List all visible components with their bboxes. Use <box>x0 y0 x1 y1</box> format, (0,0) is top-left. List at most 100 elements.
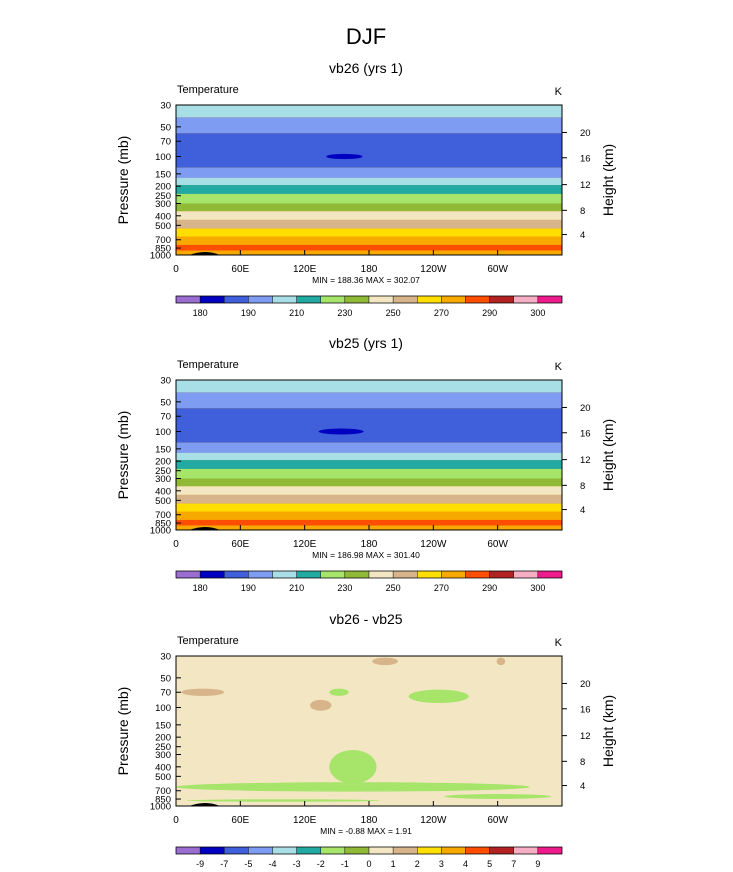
panel-1: vb26 (yrs 1)Temperature K3050701001502002… <box>115 60 616 318</box>
colorbar-label: 270 <box>434 308 449 318</box>
x-tick-label: 60E <box>231 264 249 275</box>
colorbar-label: 230 <box>337 308 352 318</box>
y-tick-label: 1000 <box>150 251 171 262</box>
contour-band <box>176 244 562 251</box>
colorbar-label: 210 <box>289 308 304 318</box>
orography <box>189 803 220 806</box>
colorbar-swatch <box>248 295 273 304</box>
colorbar-label: 270 <box>434 583 449 593</box>
contour-region <box>175 782 530 792</box>
colorbar-label: 250 <box>386 308 401 318</box>
colorbar-swatch <box>513 295 539 304</box>
left-string: Temperature <box>177 359 239 371</box>
y-axis-label: Pressure (mb) <box>115 136 131 225</box>
colorbar-swatch <box>537 570 563 579</box>
y-tick-label: 1000 <box>150 802 171 813</box>
contour-band <box>176 236 562 245</box>
contour-region <box>326 153 363 160</box>
height-tick-label: 20 <box>580 403 591 414</box>
contour-region <box>408 689 469 704</box>
y-tick-label: 700 <box>155 786 171 797</box>
contour-band <box>176 133 562 168</box>
colorbar-swatch <box>465 846 490 855</box>
contour-band <box>176 117 562 134</box>
orography <box>189 527 220 530</box>
left-string: Temperature <box>177 635 239 647</box>
colorbar-swatch <box>320 846 346 855</box>
x-tick-label: 120W <box>420 815 447 826</box>
colorbar-frame <box>175 846 563 855</box>
colorbar-label: 2 <box>415 859 420 869</box>
colorbar-label: 3 <box>439 859 444 869</box>
colorbar-swatch <box>199 295 225 304</box>
colorbar-swatch <box>417 570 442 579</box>
colorbar-swatch <box>296 846 321 855</box>
colorbar-swatch <box>392 295 418 304</box>
y-tick-label: 700 <box>155 510 171 521</box>
colorbar-swatch <box>417 295 442 304</box>
y-tick-label: 300 <box>155 199 171 210</box>
colorbar-label: 7 <box>511 859 516 869</box>
colorbar-label: -3 <box>293 859 301 869</box>
colorbar-label: 290 <box>482 308 497 318</box>
colorbar-swatch <box>489 846 514 855</box>
contour-band <box>176 478 562 487</box>
contour-band <box>176 460 562 469</box>
colorbar-swatch <box>224 295 249 304</box>
left-string: Temperature <box>177 84 239 96</box>
y-tick-label: 400 <box>155 762 171 773</box>
x-tick-label: 120E <box>293 264 317 275</box>
contour-band <box>176 203 562 212</box>
y-axis-right-label: Height (km) <box>600 695 616 767</box>
y-tick-label: 300 <box>155 750 171 761</box>
height-tick-label: 16 <box>580 428 591 439</box>
colorbar-label: 300 <box>530 583 545 593</box>
y-tick-label: 500 <box>155 221 171 232</box>
x-tick-label: 120W <box>420 539 447 550</box>
colorbar-label: 290 <box>482 583 497 593</box>
x-tick-label: 60W <box>487 264 508 275</box>
contour-band <box>176 167 562 178</box>
panel-title: vb25 (yrs 1) <box>329 335 403 351</box>
stats-text: MIN = -0.88 MAX = 1.91 <box>320 826 412 836</box>
contour-region <box>329 749 377 784</box>
colorbar-label: 190 <box>241 308 256 318</box>
x-tick-label: 60W <box>487 539 508 550</box>
colorbar-swatch <box>441 846 466 855</box>
height-tick-label: 4 <box>580 230 585 241</box>
height-tick-label: 12 <box>580 731 591 742</box>
colorbar-swatch <box>344 295 370 304</box>
x-tick-label: 0 <box>173 264 179 275</box>
y-tick-label: 400 <box>155 486 171 497</box>
y-tick-label: 500 <box>155 496 171 507</box>
colorbar-label: -7 <box>220 859 228 869</box>
contour-band <box>176 519 562 526</box>
contour-region <box>329 688 349 696</box>
y-tick-label: 70 <box>160 412 171 423</box>
colorbar-label: 210 <box>289 583 304 593</box>
height-tick-label: 8 <box>580 206 585 217</box>
orography <box>189 252 220 255</box>
colorbar-swatch <box>513 846 539 855</box>
colorbar-swatch <box>175 295 201 304</box>
contour-region <box>496 657 506 666</box>
contour-band <box>176 219 562 229</box>
colorbar-swatch <box>272 570 297 579</box>
y-tick-label: 100 <box>155 427 171 438</box>
y-tick-label: 50 <box>160 397 171 408</box>
height-tick-label: 8 <box>580 757 585 768</box>
y-tick-label: 850 <box>155 795 171 806</box>
x-tick-label: 60E <box>231 815 249 826</box>
panel-title: vb26 (yrs 1) <box>329 60 403 76</box>
x-tick-label: 60W <box>487 815 508 826</box>
colorbar-swatch <box>224 846 249 855</box>
contour-band <box>176 452 562 461</box>
colorbar-swatch <box>392 846 418 855</box>
colorbar-frame <box>175 295 563 304</box>
y-tick-label: 1000 <box>150 526 171 537</box>
right-string: K <box>555 637 563 649</box>
y-tick-label: 30 <box>160 101 171 112</box>
contour-region <box>181 688 225 696</box>
colorbar-swatch <box>199 570 225 579</box>
y-tick-label: 250 <box>155 191 171 202</box>
